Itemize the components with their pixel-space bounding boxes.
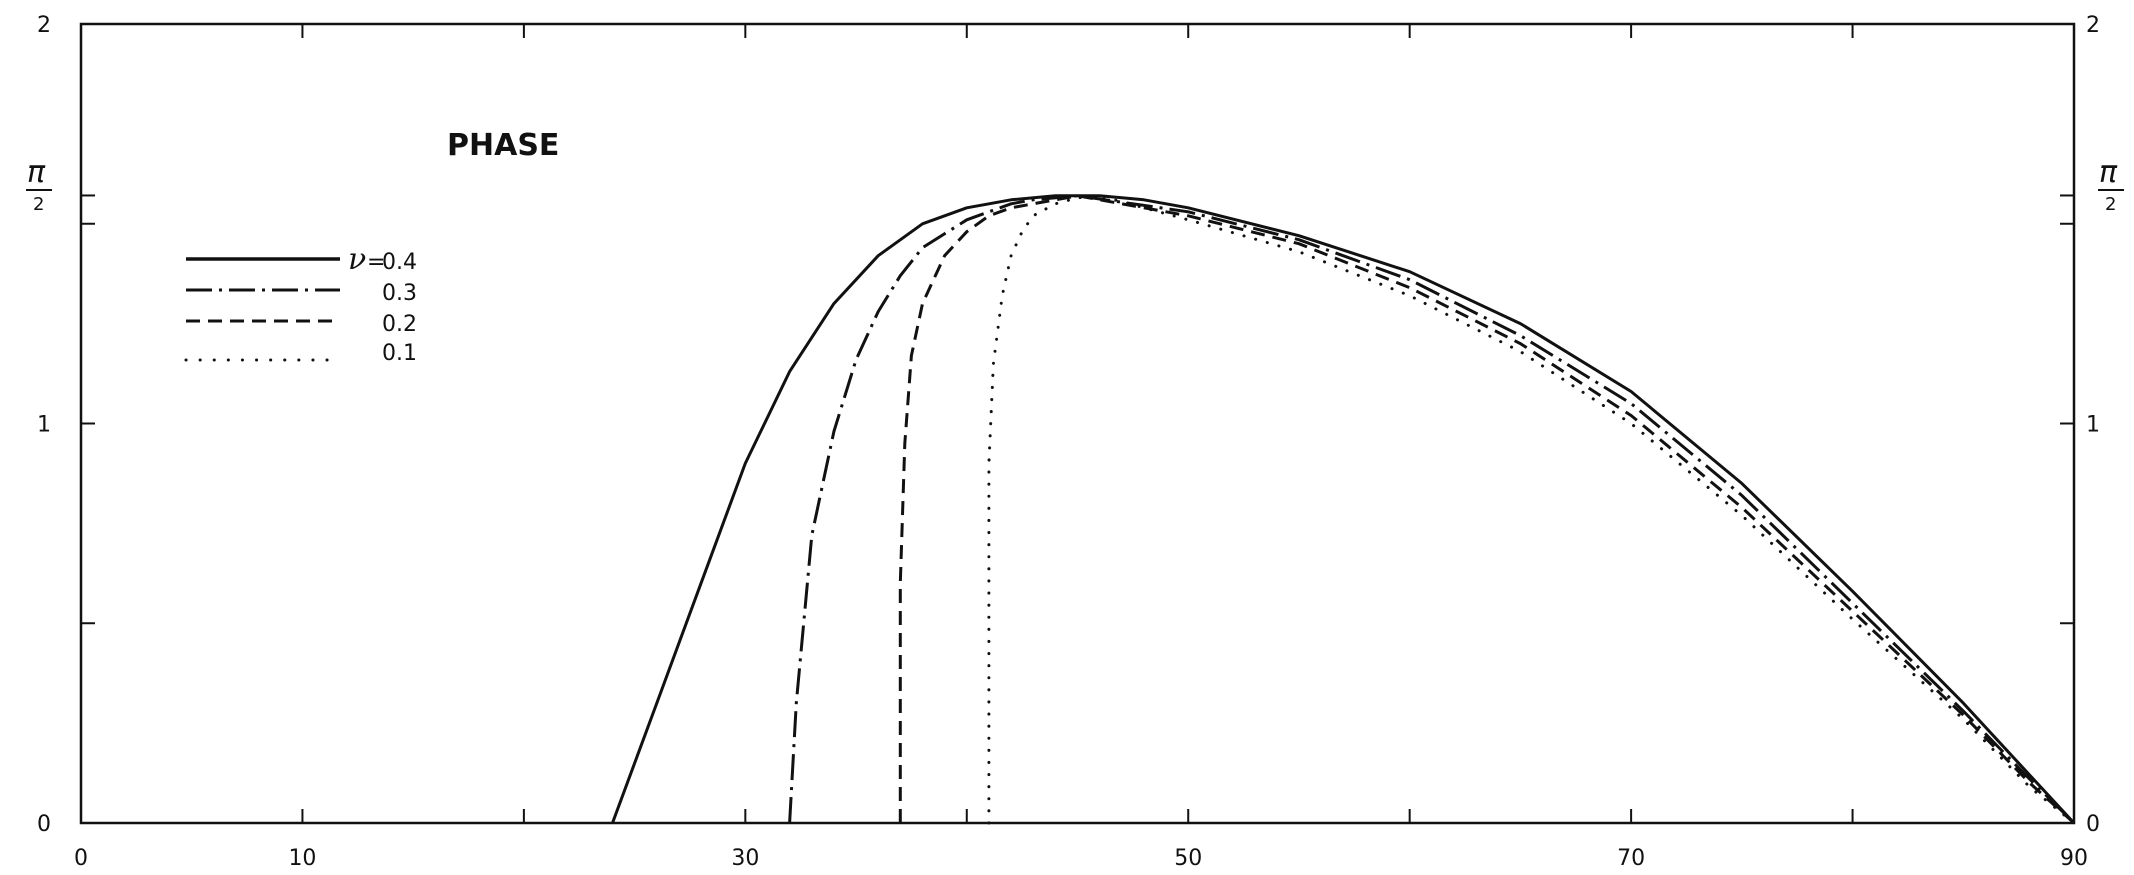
legend-label-0.3: 0.3: [382, 281, 417, 306]
legend: ν = 0.4 0.3 0.2 0.1: [184, 242, 417, 366]
y-tick-label-left: 0: [37, 812, 51, 837]
x-tick-label: 30: [731, 846, 759, 871]
series-line-0.3: [788, 194, 2076, 825]
x-tick-label: 70: [1617, 846, 1645, 871]
axis-tick-labels: 0 10 30 50 70 900 01 12 2: [37, 13, 2100, 871]
legend-equals: =: [367, 250, 385, 275]
y-tick-label-right: 1: [2086, 413, 2100, 438]
legend-nu-symbol: ν: [348, 242, 366, 277]
series-line-0.4: [611, 194, 2076, 825]
pi-half-denominator-right: 2: [2105, 194, 2116, 215]
pi-half-numerator-right: π: [2099, 155, 2118, 190]
x-tick-label: 50: [1174, 846, 1202, 871]
series-line-0.2: [898, 194, 2076, 825]
y-tick-label-right: 0: [2086, 812, 2100, 837]
series-line-0.1: [987, 194, 2076, 825]
series-lines: [611, 194, 2076, 825]
plot-frame: [79, 22, 2076, 825]
x-tick-label: 90: [2060, 846, 2088, 871]
pi-half-denominator-left: 2: [33, 194, 44, 215]
pi-half-numerator-left: π: [27, 155, 46, 190]
chart-title: PHASE: [447, 128, 559, 163]
legend-label-0.4: 0.4: [382, 250, 417, 275]
legend-label-0.2: 0.2: [382, 312, 417, 337]
axis-ticks: [80, 23, 2075, 824]
legend-label-0.1: 0.1: [382, 341, 417, 366]
y-tick-label-left: 1: [37, 413, 51, 438]
x-tick-label: 0: [74, 846, 88, 871]
y-tick-label-left: 2: [37, 13, 51, 38]
x-tick-label: 10: [288, 846, 316, 871]
pi-half-label-left: π 2: [26, 155, 52, 215]
y-tick-label-right: 2: [2086, 13, 2100, 38]
pi-half-label-right: π 2: [2098, 155, 2124, 215]
